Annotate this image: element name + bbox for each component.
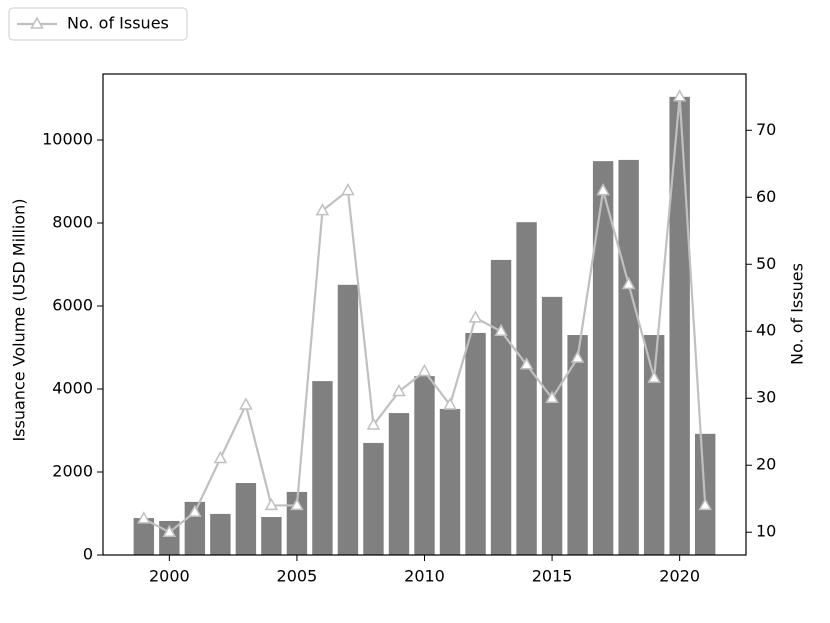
bar bbox=[618, 159, 639, 555]
marker bbox=[264, 497, 279, 511]
y-tick-label: 6000 bbox=[52, 295, 93, 314]
bar bbox=[235, 482, 257, 555]
bar bbox=[541, 296, 563, 555]
x-tick-label: 2000 bbox=[149, 567, 190, 586]
marker bbox=[468, 310, 483, 323]
x-tick-label: 2020 bbox=[659, 567, 700, 586]
marker bbox=[239, 397, 253, 410]
y2-tick-label: 40 bbox=[756, 321, 776, 340]
marker bbox=[341, 183, 355, 196]
marker bbox=[596, 183, 610, 196]
y2-tick-label: 30 bbox=[756, 388, 776, 407]
marker bbox=[698, 497, 712, 511]
marker bbox=[494, 323, 508, 336]
y-tick-label: 2000 bbox=[52, 461, 93, 480]
y-tick-label: 10000 bbox=[42, 129, 93, 148]
marker bbox=[519, 357, 534, 370]
marker bbox=[570, 350, 585, 363]
x-tick-label: 2015 bbox=[532, 567, 573, 586]
bar bbox=[516, 222, 537, 556]
bar bbox=[439, 408, 461, 555]
bar bbox=[669, 96, 690, 555]
bar bbox=[414, 376, 435, 555]
marker bbox=[137, 511, 151, 524]
marker bbox=[621, 276, 636, 290]
marker bbox=[188, 504, 202, 517]
y2-tick-label: 10 bbox=[756, 522, 776, 541]
bar bbox=[567, 335, 588, 555]
marker bbox=[213, 450, 228, 464]
bar bbox=[643, 335, 665, 555]
y-axis-label: Issuance Volume (USD Million) bbox=[10, 198, 29, 441]
bar bbox=[337, 284, 359, 555]
marker bbox=[647, 370, 661, 383]
y2-tick-label: 70 bbox=[756, 120, 776, 139]
y-tick-label: 0 bbox=[83, 545, 93, 564]
bar bbox=[210, 513, 231, 555]
marker bbox=[443, 397, 457, 410]
x-tick-label: 2010 bbox=[404, 567, 445, 586]
legend-label: No. of Issues bbox=[67, 14, 169, 33]
marker bbox=[366, 417, 381, 430]
bar bbox=[465, 332, 486, 555]
y-tick-label: 8000 bbox=[52, 212, 93, 231]
marker bbox=[417, 363, 432, 377]
bar bbox=[133, 518, 155, 555]
marker bbox=[290, 497, 304, 511]
y2-axis-label: No. of Issues bbox=[788, 263, 807, 365]
bar bbox=[363, 442, 384, 555]
marker bbox=[162, 524, 177, 537]
bar bbox=[490, 259, 512, 555]
y-tick-label: 4000 bbox=[52, 378, 93, 397]
marker bbox=[392, 383, 406, 397]
bar bbox=[312, 381, 333, 555]
y2-tick-label: 60 bbox=[756, 187, 776, 206]
bar bbox=[388, 413, 410, 555]
legend-box bbox=[8, 7, 188, 41]
y2-tick-label: 50 bbox=[756, 254, 776, 273]
marker bbox=[315, 203, 330, 216]
marker bbox=[545, 390, 559, 403]
legend-marker bbox=[30, 16, 44, 29]
marker bbox=[672, 89, 687, 102]
plot-frame bbox=[102, 73, 747, 556]
y2-tick-label: 20 bbox=[756, 455, 776, 474]
x-tick-label: 2005 bbox=[277, 567, 318, 586]
bar bbox=[592, 161, 614, 556]
bar bbox=[261, 517, 282, 555]
